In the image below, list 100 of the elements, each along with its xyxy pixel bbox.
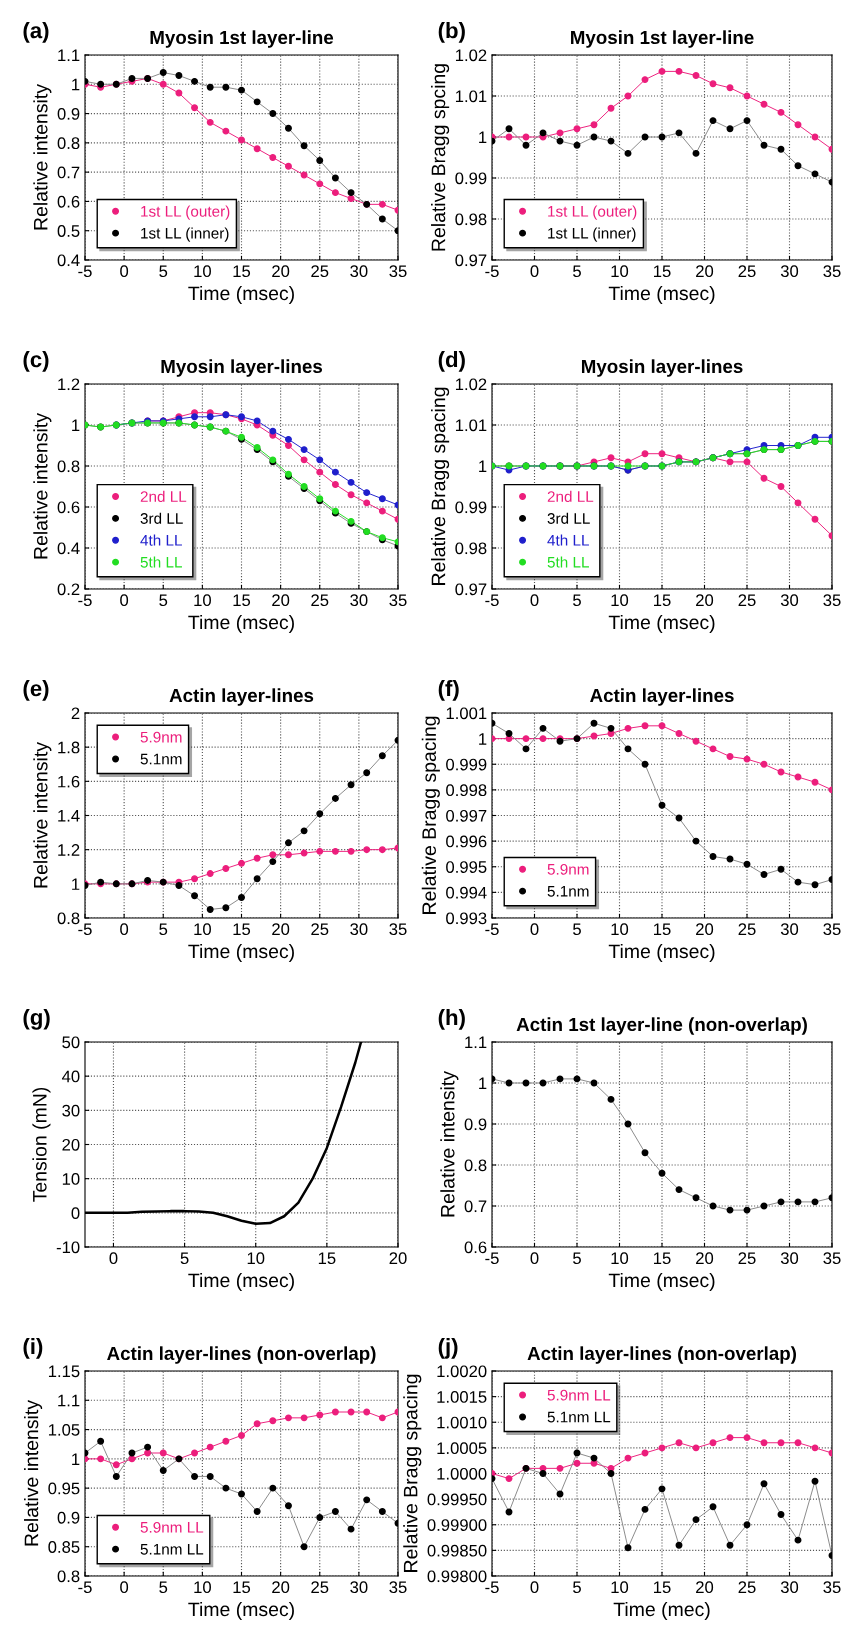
x-tick-label: 15 (654, 265, 671, 278)
y-tick-label: 1 (479, 131, 487, 144)
x-tick-label: -5 (485, 1581, 499, 1594)
x-tick-label: 0 (530, 265, 539, 278)
x-tick-label: 35 (389, 265, 407, 278)
y-tick-label: 1.001 (446, 707, 487, 720)
x-axis-title: Time (msec) (608, 614, 715, 634)
x-tick-label: 10 (611, 1252, 629, 1265)
x-tick-label: -5 (485, 923, 499, 936)
x-tick-label: 35 (823, 923, 841, 936)
x-tick-label: -5 (78, 1581, 92, 1594)
x-tick-label: 10 (611, 594, 629, 607)
y-tick-label: 0.99900 (427, 1519, 487, 1531)
x-tick-label: 10 (611, 1581, 629, 1594)
y-tick-label: 1.2 (58, 844, 80, 856)
y-tick-label: 0.4 (57, 254, 80, 267)
y-tick-label: 0.8 (464, 1159, 487, 1172)
x-tick-label: 30 (780, 923, 799, 936)
y-axis-title: Relative intensity (33, 742, 52, 888)
text: (g) (23, 1008, 50, 1030)
x-tick-label: 30 (780, 265, 799, 278)
text: (d) (438, 350, 465, 372)
x-tick-label: 35 (389, 594, 407, 607)
legend-label: 1st LL (outer) (141, 205, 230, 220)
legend-label: 4th LL (547, 534, 589, 546)
text: (j) (438, 1337, 458, 1359)
x-tick-label: 5 (573, 1252, 581, 1265)
x-tick-label: 5 (180, 1252, 189, 1265)
x-tick-label: 15 (233, 923, 251, 936)
x-tick-label: -5 (485, 265, 499, 278)
x-tick-label: 25 (738, 594, 756, 607)
y-tick-label: 0.97 (455, 583, 487, 596)
legend-label: 5.1nm LL (547, 1411, 611, 1423)
y-tick-label: 1 (479, 733, 487, 745)
x-tick-label: 10 (194, 1581, 211, 1594)
y-tick-label: 20 (62, 1138, 80, 1151)
y-tick-label: 0.95 (48, 1482, 80, 1495)
legend-label: 5.1nm LL (140, 1543, 204, 1555)
x-tick-label: 15 (318, 1252, 336, 1265)
x-tick-label: 30 (350, 594, 368, 607)
x-tick-label: 15 (233, 594, 251, 607)
x-tick-label: 5 (573, 923, 581, 936)
x-tick-label: 20 (696, 1252, 714, 1265)
x-tick-label: 20 (389, 1252, 407, 1265)
y-axis-title: Relative Bragg spacing (421, 716, 440, 914)
legend-label: 5.9nm (140, 731, 182, 743)
y-tick-label: 50 (62, 1036, 80, 1049)
x-tick-label: 5 (159, 265, 168, 278)
legend-label: 5.9nm (547, 863, 589, 875)
x-tick-label: 25 (311, 265, 329, 278)
x-tick-label: 30 (350, 923, 368, 936)
x-tick-label: 0 (530, 1581, 539, 1594)
x-tick-label: 0 (120, 1581, 129, 1594)
y-tick-label: 0.7 (464, 1200, 487, 1213)
x-tick-label: 25 (738, 265, 756, 278)
y-tick-label: 0.99 (455, 501, 487, 514)
x-tick-label: 15 (654, 923, 671, 936)
x-tick-label: 25 (311, 594, 329, 607)
legend-label: 4th LL (140, 534, 182, 546)
y-axis-title: Tension (mN) (32, 1087, 51, 1202)
y-tick-label: 10 (62, 1173, 80, 1185)
y-tick-label: 0.6 (57, 501, 80, 514)
x-tick-label: 10 (611, 923, 629, 936)
x-tick-label: 5 (159, 923, 168, 936)
y-axis-title: Relative intensity (440, 1071, 459, 1217)
text: (i) (23, 1337, 43, 1359)
y-tick-label: 0.993 (446, 912, 487, 925)
legend-label: 5th LL (547, 556, 589, 568)
y-tick-label: 1.4 (58, 810, 80, 822)
text: (e) (23, 679, 49, 701)
x-tick-label: -5 (78, 594, 92, 607)
y-tick-label: 0.6 (57, 195, 80, 208)
x-tick-label: 5 (573, 265, 581, 278)
y-tick-label: 40 (61, 1070, 80, 1083)
chart-title: Actin layer-lines (non-overlap) (527, 1346, 796, 1364)
y-tick-label: 0.8 (57, 912, 80, 925)
y-tick-label: 1.02 (455, 378, 487, 391)
y-tick-label: 1 (479, 1077, 487, 1090)
y-tick-label: 1.8 (58, 741, 80, 754)
x-tick-label: 25 (311, 1581, 329, 1594)
chart-title: Actin 1st layer-line (non-overlap) (516, 1017, 807, 1035)
legend-label: 2nd LL (547, 490, 594, 503)
y-tick-label: -10 (56, 1241, 80, 1254)
x-tick-label: 35 (389, 923, 407, 936)
legend-label: 1st LL (outer) (548, 205, 637, 220)
x-tick-label: -5 (78, 923, 92, 936)
chart-title: Myosin 1st layer-line (571, 30, 754, 48)
y-tick-label: 0.5 (57, 225, 80, 237)
y-tick-label: 0.8 (57, 460, 80, 473)
y-tick-label: 0.994 (446, 886, 487, 899)
y-tick-label: 1.1 (58, 49, 80, 62)
chart-title: Myosin 1st layer-line (150, 30, 334, 48)
x-tick-label: 0 (530, 1252, 539, 1265)
x-tick-label: 20 (696, 923, 714, 936)
x-tick-label: 10 (194, 923, 211, 936)
y-tick-label: 0.9 (57, 1511, 80, 1524)
x-axis-title: Time (msec) (188, 614, 294, 634)
x-axis-title: Time (msec) (188, 1272, 294, 1292)
x-tick-label: 15 (233, 265, 251, 278)
y-axis-title: Relative intensity (33, 84, 52, 230)
